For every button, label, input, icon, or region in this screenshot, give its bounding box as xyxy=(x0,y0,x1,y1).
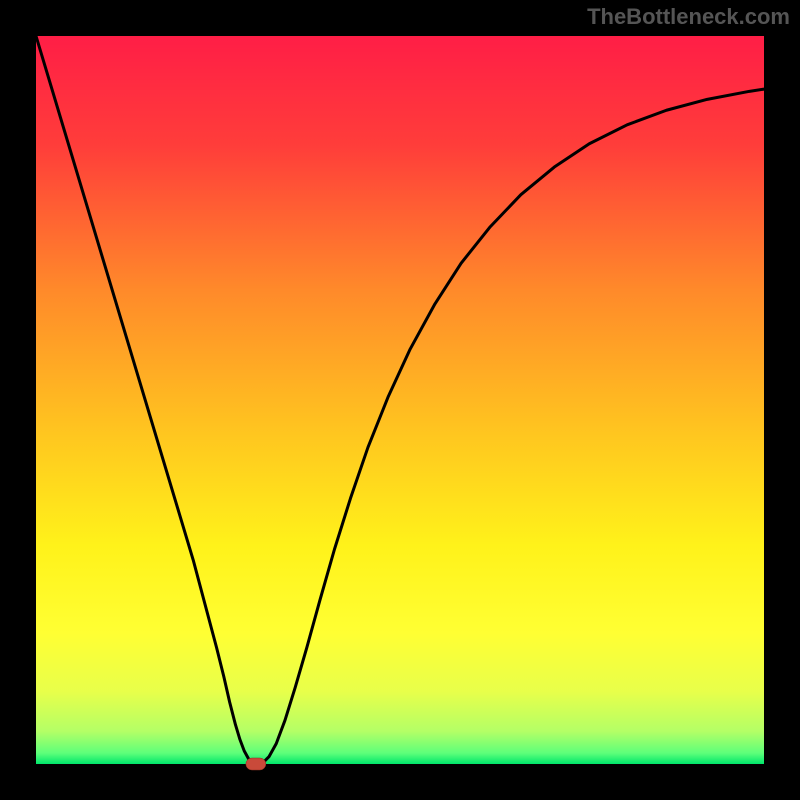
watermark-text: TheBottleneck.com xyxy=(587,4,790,30)
chart-svg xyxy=(0,0,800,800)
optimal-point-marker xyxy=(246,758,266,770)
bottleneck-chart: TheBottleneck.com xyxy=(0,0,800,800)
